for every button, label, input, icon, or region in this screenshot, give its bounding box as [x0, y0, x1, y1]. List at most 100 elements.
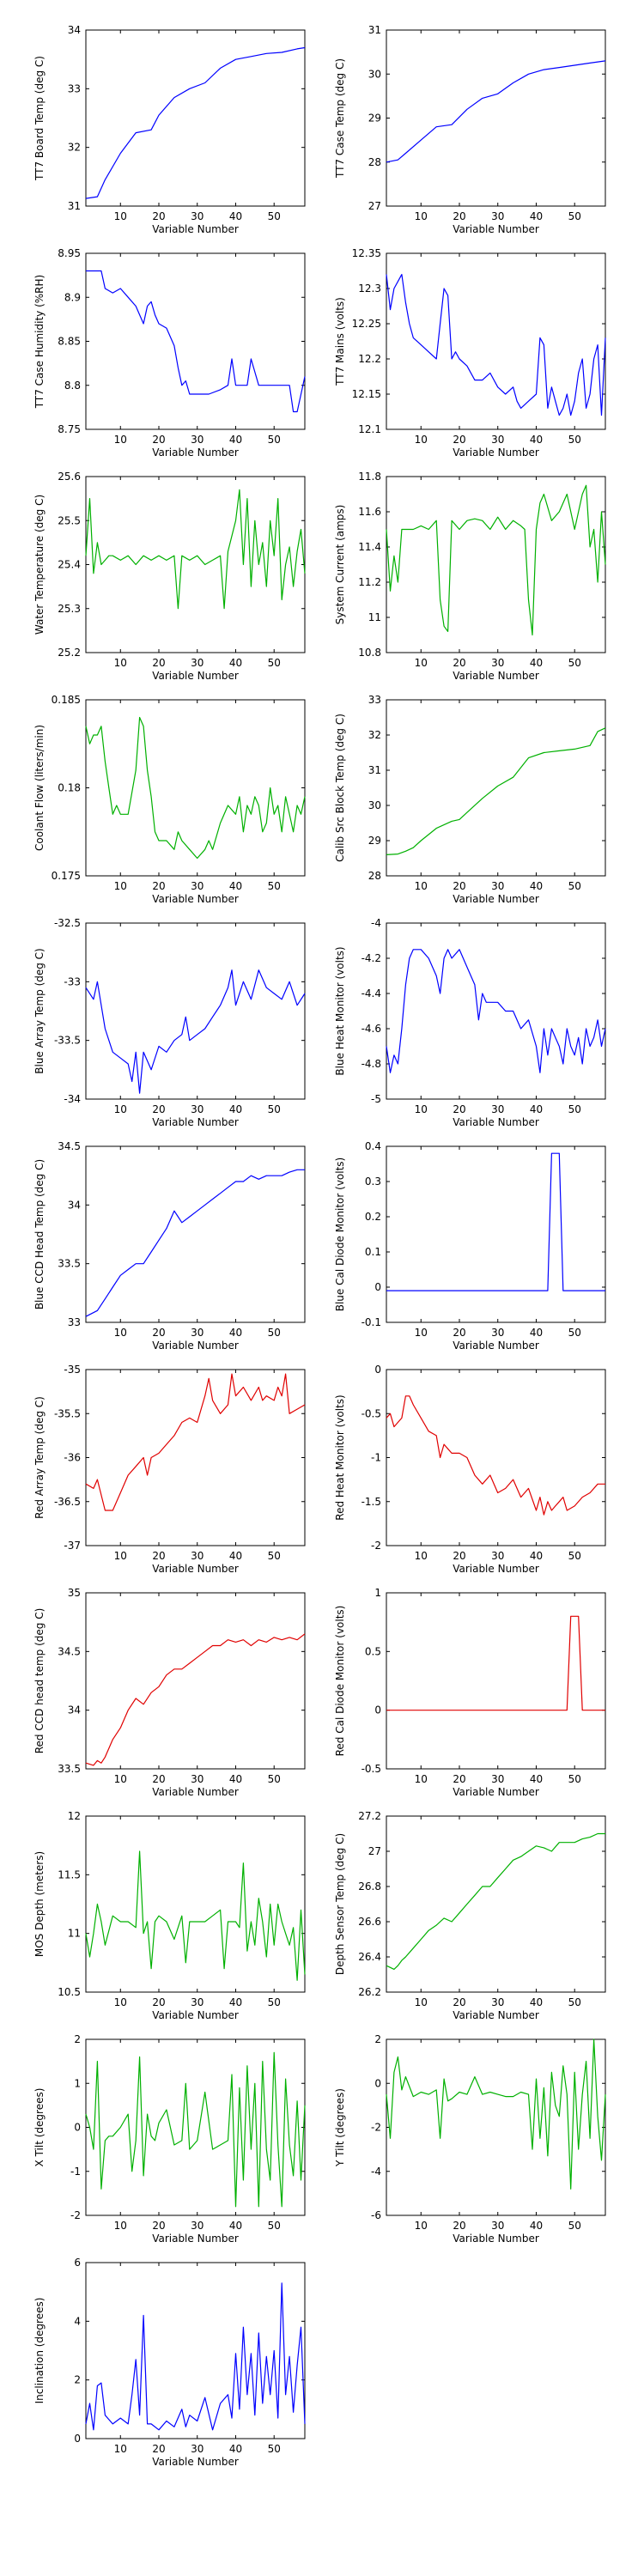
y-tick-label: 0.175: [52, 870, 81, 882]
x-tick-label: 50: [568, 880, 581, 892]
x-axis-label: Variable Number: [453, 1786, 539, 1798]
y-tick-label: 0: [374, 1364, 381, 1376]
y-tick-label: -0.1: [361, 1316, 381, 1328]
x-tick-label: 10: [415, 1327, 428, 1339]
y-tick-label: 0: [374, 2077, 381, 2089]
x-tick-label: 30: [191, 1550, 204, 1562]
series-line: [386, 1152, 605, 1291]
x-tick-label: 50: [568, 1327, 581, 1339]
series-line: [85, 489, 306, 610]
x-tick-label: 10: [114, 434, 127, 446]
x-tick-label: 50: [568, 210, 581, 222]
x-tick-label: 40: [530, 1327, 543, 1339]
plot-frame: [386, 1815, 606, 1993]
y-tick-label: -33.5: [54, 1035, 81, 1047]
y-tick-label: -6: [371, 2209, 381, 2221]
y-tick-label: 33.5: [58, 1763, 81, 1775]
y-tick-label: 11: [368, 611, 381, 623]
y-axis-label: Red CCD head temp (deg C): [33, 1608, 46, 1754]
y-tick-label: 0.4: [365, 1140, 381, 1152]
y-tick-label: 34: [68, 24, 81, 36]
x-tick-label: 20: [152, 657, 165, 669]
y-tick-label: 11.5: [58, 1868, 81, 1880]
plot-frame: [85, 1145, 306, 1323]
x-tick-label: 50: [568, 434, 581, 446]
series-line: [386, 484, 606, 636]
x-tick-label: 40: [229, 1996, 242, 2008]
plot-frame: [386, 2038, 606, 2216]
x-tick-label: 20: [453, 880, 465, 892]
y-tick-label: 0.3: [365, 1176, 381, 1188]
x-axis-label: Variable Number: [152, 1116, 239, 1128]
series-line: [85, 969, 306, 1094]
x-tick-label: 10: [415, 434, 428, 446]
series-line: [386, 949, 606, 1073]
y-tick-label: 34: [68, 1704, 81, 1716]
y-tick-label: 32: [368, 729, 381, 741]
x-tick-label: 20: [152, 210, 165, 222]
y-tick-label: -33: [64, 975, 81, 987]
x-tick-label: 30: [191, 434, 204, 446]
y-tick-label: 35: [68, 1587, 81, 1599]
x-tick-label: 50: [268, 1550, 281, 1562]
x-tick-label: 10: [114, 2220, 127, 2232]
y-tick-label: -4.8: [361, 1058, 381, 1070]
x-tick-label: 20: [152, 2220, 165, 2232]
y-tick-label: 11.2: [358, 576, 381, 588]
plot-frame: [386, 1369, 606, 1546]
y-tick-label: 26.8: [358, 1880, 381, 1893]
x-tick-label: 20: [152, 1996, 165, 2008]
x-tick-label: 40: [530, 2220, 543, 2232]
y-tick-label: 11.4: [358, 541, 381, 553]
y-tick-label: -5: [371, 1093, 381, 1105]
chart-red-ccd-head-temp: 10 20 30 40 50 33.5 34 34.5 35 Variable Number Red…: [33, 1587, 306, 1798]
y-tick-label: 8.9: [64, 291, 81, 303]
plot-frame: [85, 699, 306, 877]
x-tick-label: 40: [229, 880, 242, 892]
x-tick-label: 20: [152, 880, 165, 892]
x-tick-label: 20: [152, 1550, 165, 1562]
y-tick-label: 8.75: [58, 423, 81, 435]
chart-blue-heat-monitor: 10 20 30 40 50 -5 -4.8 -4.6 -4.4 -4.2 -4 Variable N…: [334, 917, 606, 1128]
x-axis-label: Variable Number: [152, 1786, 239, 1798]
y-tick-label: 25.4: [58, 559, 81, 571]
y-tick-label: 31: [368, 24, 381, 36]
x-axis-label: Variable Number: [453, 893, 539, 905]
series-line: [86, 270, 306, 413]
y-tick-label: 2: [74, 2374, 81, 2386]
series-line: [386, 1832, 605, 1970]
y-axis-label: Depth Sensor Temp (deg C): [334, 1833, 346, 1975]
series-line: [386, 274, 606, 416]
x-tick-label: 10: [114, 2443, 127, 2455]
x-tick-label: 40: [229, 1103, 242, 1115]
x-tick-label: 10: [415, 210, 428, 222]
x-tick-label: 30: [491, 1773, 504, 1785]
y-axis-label: Red Cal Diode Monitor (volts): [334, 1606, 346, 1757]
chart-red-cal-diode-monitor: 10 20 30 40 50 -0.5 0 0.5 1 Variable Number Red Ca…: [334, 1587, 606, 1798]
x-tick-label: 50: [268, 880, 281, 892]
y-tick-label: -1.5: [361, 1496, 381, 1508]
y-tick-label: 11: [68, 1928, 81, 1940]
y-tick-label: 26.4: [358, 1951, 381, 1963]
y-tick-label: 31: [368, 764, 381, 776]
y-axis-label: TT7 Case Humidity (%RH): [33, 275, 46, 409]
x-tick-label: 30: [491, 1550, 504, 1562]
plot-frame: [386, 1145, 606, 1323]
x-tick-label: 20: [453, 210, 465, 222]
x-tick-label: 50: [568, 2220, 581, 2232]
y-tick-label: 12.35: [352, 247, 381, 259]
plot-frame: [386, 476, 606, 653]
x-axis-label: Variable Number: [152, 670, 239, 682]
y-axis-label: Red Array Temp (deg C): [33, 1396, 46, 1519]
x-tick-label: 10: [114, 657, 127, 669]
x-tick-label: 40: [530, 1103, 543, 1115]
y-tick-label: -36.5: [54, 1496, 81, 1508]
x-tick-label: 10: [415, 657, 428, 669]
plot-frame: [85, 476, 306, 653]
y-tick-label: -4: [371, 2166, 381, 2178]
x-tick-label: 10: [114, 1773, 127, 1785]
y-tick-label: -32.5: [54, 917, 81, 929]
y-tick-label: 8.8: [64, 380, 81, 392]
x-tick-label: 40: [530, 210, 543, 222]
